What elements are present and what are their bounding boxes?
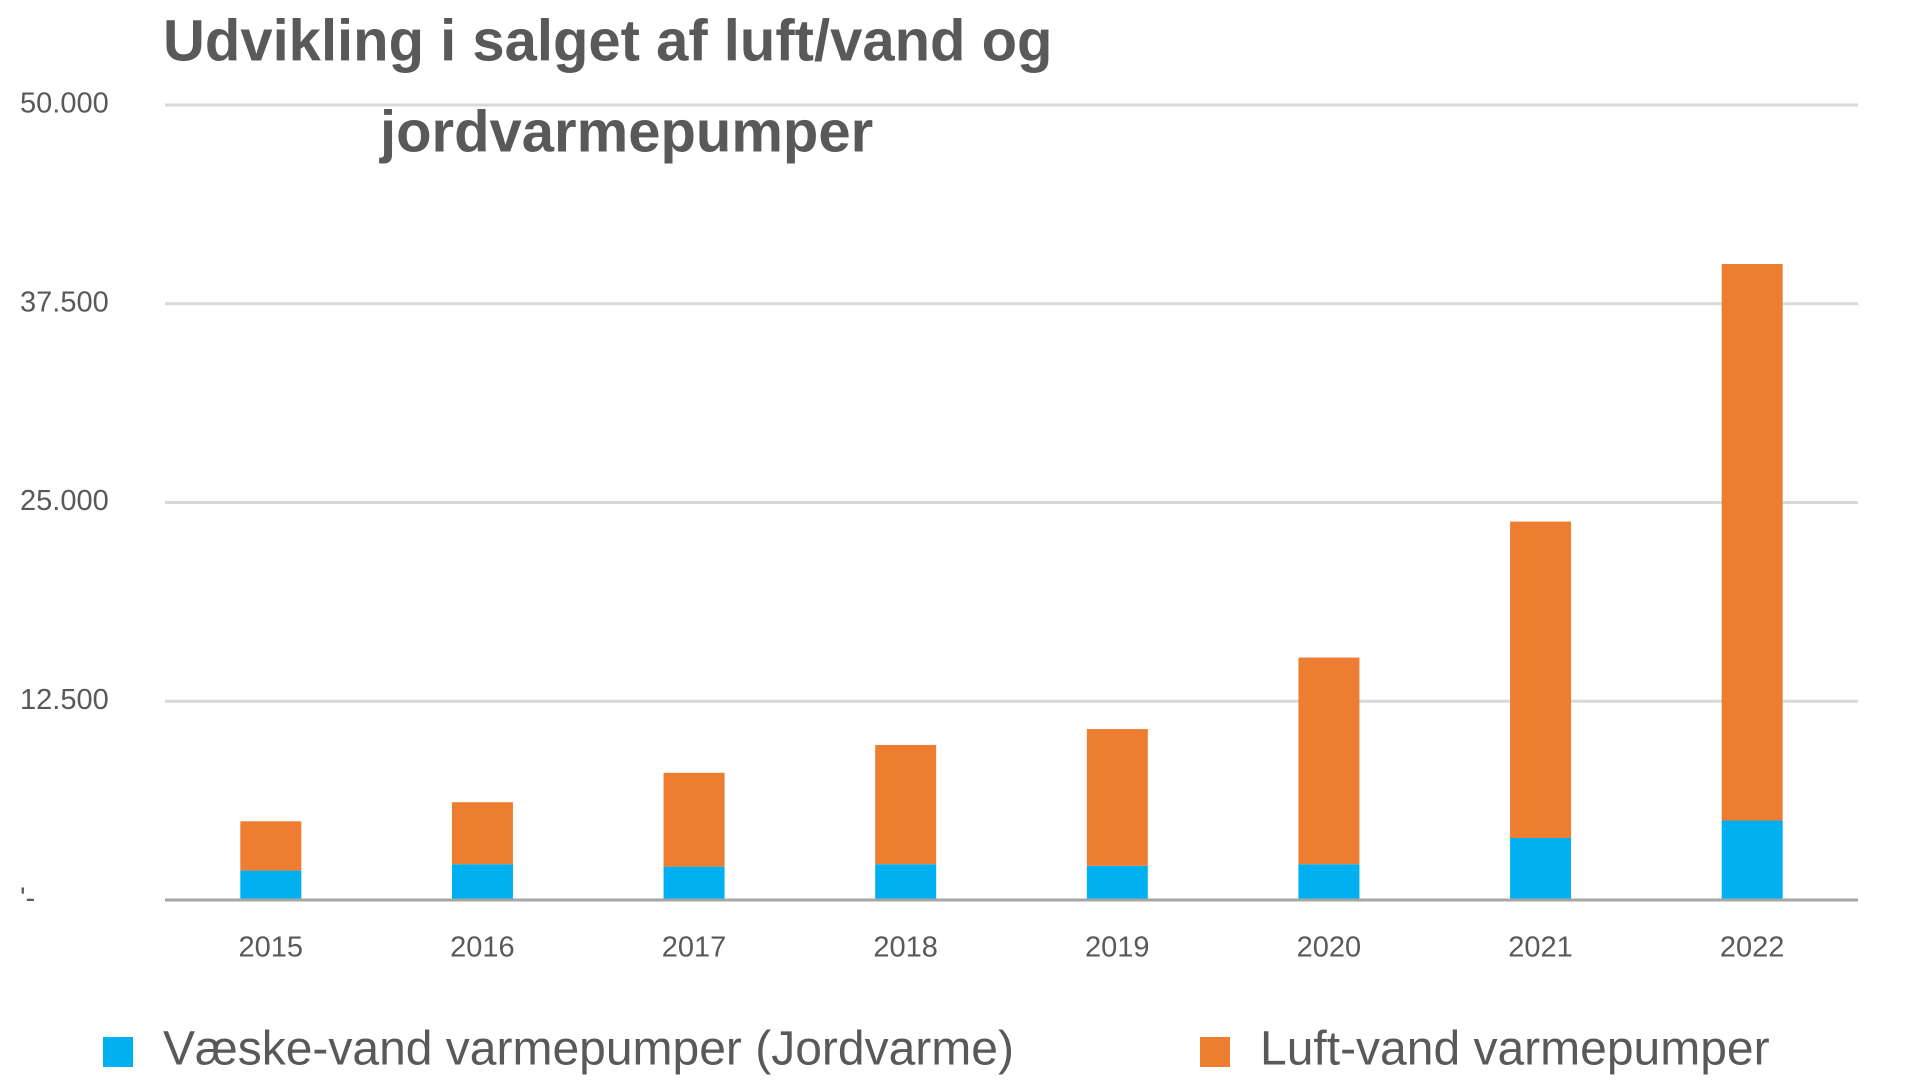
x-tick-label: 2015: [239, 932, 304, 964]
bar-segment: [1298, 864, 1360, 900]
bar-segment: [663, 772, 725, 867]
bar-segment: [1086, 865, 1148, 900]
x-tick-label: 2019: [1085, 932, 1150, 964]
legend-label: Væske-vand varmepumper (Jordvarme): [163, 1023, 1014, 1076]
legend-swatch: [1200, 1037, 1230, 1067]
x-tick-label: 2021: [1508, 932, 1573, 964]
bar-segment: [875, 864, 937, 900]
bar-segment: [1721, 820, 1783, 900]
x-tick-label: 2020: [1297, 932, 1362, 964]
chart-title: jordvarmepumper: [379, 99, 873, 164]
y-tick-label: '-: [20, 883, 35, 915]
bar-segment: [1510, 521, 1572, 838]
y-tick-label: 25.000: [20, 485, 109, 517]
bar-segment: [240, 870, 302, 900]
x-tick-label: 2022: [1720, 932, 1785, 964]
legend-swatch: [103, 1037, 133, 1067]
y-tick-label: 12.500: [20, 684, 109, 716]
bar-segment: [663, 866, 725, 900]
bar-segment: [240, 821, 302, 871]
bar-segment: [875, 744, 937, 865]
x-tick-label: 2017: [662, 932, 727, 964]
bar-segment: [1721, 264, 1783, 821]
chart-title: Udvikling i salget af luft/vand og: [163, 8, 1052, 73]
bar-segment: [451, 864, 513, 900]
bar-segment: [451, 802, 513, 865]
x-tick-label: 2018: [873, 932, 938, 964]
bar-segment: [1298, 657, 1360, 865]
bar-segment: [1510, 837, 1572, 900]
legend-label: Luft-vand varmepumper: [1260, 1023, 1770, 1076]
x-tick-label: 2016: [450, 932, 515, 964]
y-tick-label: 50.000: [20, 88, 109, 120]
y-tick-label: 37.500: [20, 286, 109, 318]
bar-segment: [1086, 729, 1148, 866]
